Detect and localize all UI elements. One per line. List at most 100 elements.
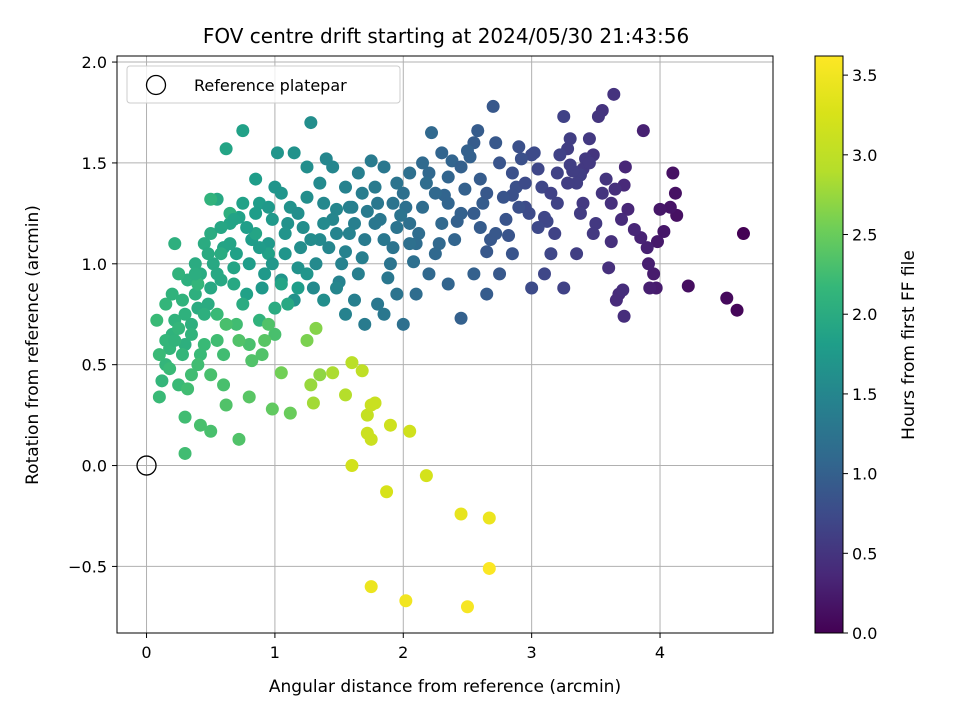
data-point xyxy=(342,200,356,214)
data-point xyxy=(163,362,177,376)
data-point xyxy=(188,267,202,281)
data-point xyxy=(454,160,468,174)
data-point xyxy=(175,293,189,307)
data-point xyxy=(339,245,353,259)
data-point xyxy=(668,186,682,200)
data-point xyxy=(360,408,374,422)
data-point xyxy=(223,237,237,251)
data-point xyxy=(155,374,169,388)
data-point xyxy=(291,281,305,295)
data-point xyxy=(206,257,220,271)
data-point xyxy=(193,348,207,362)
data-point xyxy=(390,176,404,190)
data-point xyxy=(347,216,361,230)
data-point xyxy=(422,166,436,180)
data-point xyxy=(386,241,400,255)
data-points xyxy=(150,87,750,614)
data-point xyxy=(736,227,750,241)
data-point xyxy=(291,206,305,220)
data-point xyxy=(355,364,369,378)
data-point xyxy=(265,257,279,271)
data-point xyxy=(493,267,507,281)
data-point xyxy=(663,200,677,214)
data-point xyxy=(236,297,250,311)
data-point xyxy=(615,212,629,226)
data-point xyxy=(345,459,359,473)
data-point xyxy=(204,192,218,206)
data-point xyxy=(219,317,233,331)
x-tick-label: 2 xyxy=(398,643,408,662)
data-point xyxy=(360,204,374,218)
data-point xyxy=(441,196,455,210)
data-point xyxy=(304,233,318,247)
data-point xyxy=(184,317,198,331)
data-point xyxy=(480,245,494,259)
data-point xyxy=(236,124,250,138)
data-point xyxy=(531,220,545,234)
colorbar-tick-label: 2.0 xyxy=(852,305,877,324)
data-point xyxy=(268,327,282,341)
plot-frame xyxy=(116,55,774,634)
data-point xyxy=(197,237,211,251)
data-point xyxy=(227,212,241,226)
data-point xyxy=(573,206,587,220)
data-point xyxy=(368,396,382,410)
data-point xyxy=(193,418,207,432)
data-point xyxy=(553,148,567,162)
data-point xyxy=(380,485,394,499)
data-point xyxy=(525,281,539,295)
data-point xyxy=(313,176,327,190)
colorbar-ticks: 0.0 0.5 1.0 1.5 2.0 2.5 3.0 3.5 xyxy=(843,66,877,643)
data-point xyxy=(441,277,455,291)
data-point xyxy=(364,580,378,594)
data-point xyxy=(309,257,323,271)
data-point xyxy=(489,136,503,150)
data-point xyxy=(330,227,344,241)
data-point xyxy=(480,287,494,301)
data-point xyxy=(227,277,241,291)
data-point xyxy=(409,287,423,301)
data-point xyxy=(188,257,202,271)
data-point xyxy=(188,287,202,301)
data-point xyxy=(300,333,314,347)
data-point xyxy=(227,261,241,275)
colorbar-label: Hours from first FF file xyxy=(899,250,919,440)
data-point xyxy=(265,402,279,416)
data-point xyxy=(240,287,254,301)
data-point xyxy=(544,247,558,261)
data-point xyxy=(219,142,233,156)
data-point xyxy=(351,267,365,281)
data-point xyxy=(317,293,331,307)
data-point xyxy=(229,317,243,331)
data-point xyxy=(252,241,266,255)
data-point xyxy=(268,301,282,315)
data-point xyxy=(300,190,314,204)
x-tick-label: 1 xyxy=(270,643,280,662)
data-point xyxy=(322,241,336,255)
colorbar xyxy=(814,55,844,634)
reference-marker xyxy=(136,455,157,476)
data-point xyxy=(258,267,272,281)
data-point xyxy=(383,418,397,432)
data-point xyxy=(666,166,680,180)
y-tick-label: 1.5 xyxy=(82,154,107,173)
data-point xyxy=(681,279,695,293)
colorbar-tick-label: 0.5 xyxy=(852,544,877,563)
data-point xyxy=(441,170,455,184)
data-point xyxy=(499,212,513,226)
data-point xyxy=(364,432,378,446)
data-point xyxy=(184,368,198,382)
legend-box xyxy=(126,65,401,104)
data-point xyxy=(383,257,397,271)
data-point xyxy=(204,368,218,382)
data-point xyxy=(197,338,211,351)
data-point xyxy=(358,317,372,331)
data-point xyxy=(403,166,417,180)
data-point xyxy=(351,166,365,180)
y-tick-label: 0.5 xyxy=(82,356,107,375)
data-point xyxy=(377,307,391,321)
data-point xyxy=(425,126,439,140)
data-point xyxy=(537,210,551,224)
data-point xyxy=(399,594,413,608)
data-point xyxy=(595,186,609,200)
